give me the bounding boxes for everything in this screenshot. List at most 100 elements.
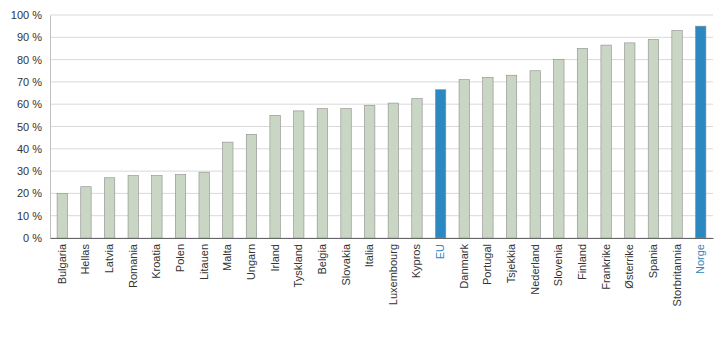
- x-tick-label: Bulgaria: [56, 243, 68, 284]
- bar: [530, 71, 540, 238]
- x-tick: Slovakia: [340, 238, 352, 286]
- bar: [341, 109, 351, 238]
- y-tick: 90 %: [17, 31, 50, 43]
- y-tick: 10 %: [17, 210, 50, 222]
- grid-line: [50, 148, 713, 149]
- bar: [483, 77, 493, 238]
- x-tick: Nederland: [529, 238, 541, 295]
- bar: [412, 99, 422, 238]
- x-tick: Malta: [221, 238, 233, 271]
- y-tick-label: 40 %: [17, 143, 42, 155]
- y-tick-label: 70 %: [17, 76, 42, 88]
- x-tick: Tyskland: [292, 238, 304, 287]
- plot: 0 %10 %20 %30 %40 %50 %60 %70 %80 %90 %1…: [11, 9, 714, 306]
- grid-line: [50, 59, 713, 60]
- x-tick: Østerrike: [623, 238, 635, 289]
- x-tick-label: Irland: [269, 244, 281, 272]
- y-axis: 0 %10 %20 %30 %40 %50 %60 %70 %80 %90 %1…: [11, 9, 51, 244]
- grid-line: [50, 238, 713, 239]
- bar: [554, 60, 564, 238]
- x-tick: Bulgaria: [56, 238, 68, 284]
- x-tick: Kypros: [410, 238, 422, 278]
- x-tick: Polen: [174, 238, 186, 272]
- y-tick-label: 20 %: [17, 187, 42, 199]
- x-tick-label: Spania: [647, 243, 659, 278]
- x-tick: Danmark: [458, 238, 470, 289]
- x-tick: Slovenia: [552, 238, 564, 286]
- x-tick: Hellas: [79, 238, 91, 275]
- y-tick-label: 100 %: [11, 9, 42, 21]
- bar: [152, 176, 162, 238]
- x-tick-label: Portugal: [481, 244, 493, 285]
- bar: [270, 115, 280, 238]
- bar: [199, 172, 209, 238]
- x-tick: Tsjekkia: [505, 238, 517, 283]
- y-tick-label: 30 %: [17, 165, 42, 177]
- bar: [648, 40, 658, 238]
- y-tick-label: 80 %: [17, 54, 42, 66]
- y-tick: 50 %: [17, 121, 50, 133]
- bar: [625, 43, 635, 238]
- grid-line: [50, 37, 713, 38]
- x-tick-label: Italia: [363, 243, 375, 267]
- x-tick-label: EU: [434, 244, 446, 259]
- x-tick: Latvia: [103, 238, 115, 273]
- x-tick: Ungarn: [245, 238, 257, 280]
- x-tick-label: Litauen: [198, 244, 210, 280]
- x-tick-label: Malta: [221, 243, 233, 271]
- bar: [246, 134, 256, 238]
- x-tick-label: Kroatia: [150, 243, 162, 279]
- y-tick: 60 %: [17, 98, 50, 110]
- x-tick: EU: [434, 238, 446, 259]
- bar: [577, 48, 587, 238]
- x-tick: Romania: [127, 238, 139, 288]
- y-tick: 80 %: [17, 54, 50, 66]
- y-tick: 30 %: [17, 165, 50, 177]
- y-tick-label: 60 %: [17, 98, 42, 110]
- bar: [364, 105, 374, 238]
- bars: [57, 26, 706, 238]
- grid-line: [50, 215, 713, 216]
- x-tick-label: Storbritannia: [671, 243, 683, 306]
- y-tick-label: 90 %: [17, 31, 42, 43]
- y-tick: 100 %: [11, 9, 50, 21]
- bar: [459, 80, 469, 238]
- bar: [672, 31, 682, 238]
- x-tick-label: Finland: [576, 244, 588, 280]
- y-tick: 20 %: [17, 187, 50, 199]
- grid-line: [50, 15, 713, 16]
- x-tick: Italia: [363, 238, 375, 267]
- x-tick-label: Latvia: [103, 243, 115, 273]
- x-tick-label: Belgia: [316, 243, 328, 274]
- x-tick: Portugal: [481, 238, 493, 285]
- bar: [506, 75, 516, 238]
- x-tick-label: Slovakia: [340, 243, 352, 285]
- y-tick-label: 50 %: [17, 121, 42, 133]
- x-tick-label: Romania: [127, 243, 139, 288]
- x-tick: Luxembourg: [387, 238, 399, 305]
- x-tick: Norge: [694, 238, 706, 274]
- bar: [128, 176, 138, 238]
- x-tick-label: Østerrike: [623, 244, 635, 289]
- grid-line: [50, 171, 713, 172]
- x-tick-label: Danmark: [458, 244, 470, 289]
- x-tick-label: Frankrike: [600, 244, 612, 290]
- y-axis-line: [50, 16, 51, 239]
- x-tick: Belgia: [316, 238, 328, 275]
- x-tick: Finland: [576, 238, 588, 280]
- y-tick: 40 %: [17, 143, 50, 155]
- x-tick: Frankrike: [600, 238, 612, 290]
- y-tick-label: 10 %: [17, 210, 42, 222]
- bar: [696, 26, 706, 238]
- x-tick-label: Norge: [694, 244, 706, 274]
- grid-line: [50, 81, 713, 82]
- bar: [435, 90, 445, 238]
- grid-line: [50, 193, 713, 194]
- x-tick-label: Ungarn: [245, 244, 257, 280]
- x-tick-label: Tyskland: [292, 244, 304, 287]
- bar: [601, 45, 611, 238]
- x-tick: Kroatia: [150, 238, 162, 279]
- bar: [104, 178, 114, 238]
- grid-line: [50, 104, 713, 105]
- x-tick: Litauen: [198, 238, 210, 280]
